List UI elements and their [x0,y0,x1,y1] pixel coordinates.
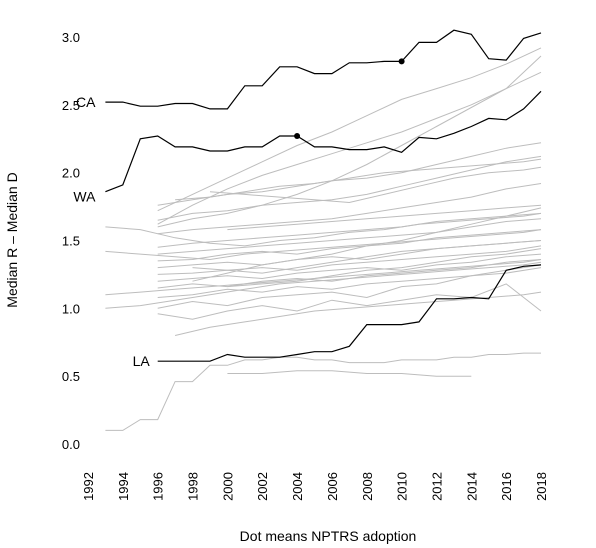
background-series-line [105,261,542,309]
series-label-la: LA [133,353,151,369]
x-tick-label: 1998 [186,472,201,501]
background-series-line [227,248,542,288]
x-tick-label: 2006 [325,472,340,501]
background-series-line [157,55,542,225]
y-tick-label: 1.5 [62,234,80,249]
series-line-wa [105,90,542,193]
background-series-line [105,212,542,247]
x-tick-label: 2014 [464,472,479,501]
background-series-line [157,218,542,255]
y-tick-label: 3.0 [62,30,80,45]
series-line-la [157,264,542,362]
x-tick-label: 2008 [360,472,375,501]
background-series-line [157,71,542,228]
highlighted-series-group [105,29,542,362]
background-series-line [227,370,472,377]
x-axis-title: Dot means NPTRS adoption [240,528,417,544]
background-series-line [105,259,542,296]
x-tick-label: 2016 [499,472,514,501]
background-series-line [157,183,542,235]
background-series-group [105,47,542,431]
x-tick-label: 2012 [430,472,445,501]
x-tick-label: 2002 [255,472,270,501]
series-label-wa: WA [73,189,96,205]
y-tick-label: 2.5 [62,98,80,113]
x-tick-label: 2018 [534,472,549,501]
background-series-line [157,283,542,320]
x-tick-label: 1996 [151,472,166,501]
y-axis-title: Median R – Median D [4,172,20,307]
background-series-line [157,245,542,275]
background-series-line [157,212,542,248]
background-series-line [157,155,542,221]
background-series-line [209,166,542,204]
background-series-line [174,291,542,336]
background-series-line [105,229,542,261]
background-series-line [157,253,542,282]
background-series-line [192,240,542,274]
background-series-line [192,207,542,282]
adoption-dot-ca [398,58,405,65]
background-series-line [157,267,542,298]
background-series-line [157,229,542,262]
x-tick-label: 2000 [220,472,235,501]
series-line-ca [105,29,542,110]
adoption-dot-wa [294,133,301,140]
y-tick-label: 2.0 [62,166,80,181]
y-tick-label: 0.5 [62,369,80,384]
y-axis-ticks: 0.0 0.5 1.0 1.5 2.0 2.5 3.0 [62,30,80,452]
adoption-markers-group [294,58,405,140]
background-series-line [157,47,542,212]
x-tick-label: 1992 [81,472,96,501]
x-tick-label: 2010 [395,472,410,501]
x-axis-ticks: 1992 1994 1996 1998 2000 2002 2004 2006 2008 2010… [81,472,549,501]
series-labels-group: CA WA LA [73,94,150,369]
x-tick-label: 1994 [116,472,131,501]
x-tick-label: 2004 [290,472,305,501]
y-tick-label: 0.0 [62,437,80,452]
series-label-ca: CA [76,94,96,110]
background-series-line [227,204,542,231]
background-series-line [105,352,541,431]
y-tick-label: 1.0 [62,301,80,316]
background-series-line [175,158,542,201]
